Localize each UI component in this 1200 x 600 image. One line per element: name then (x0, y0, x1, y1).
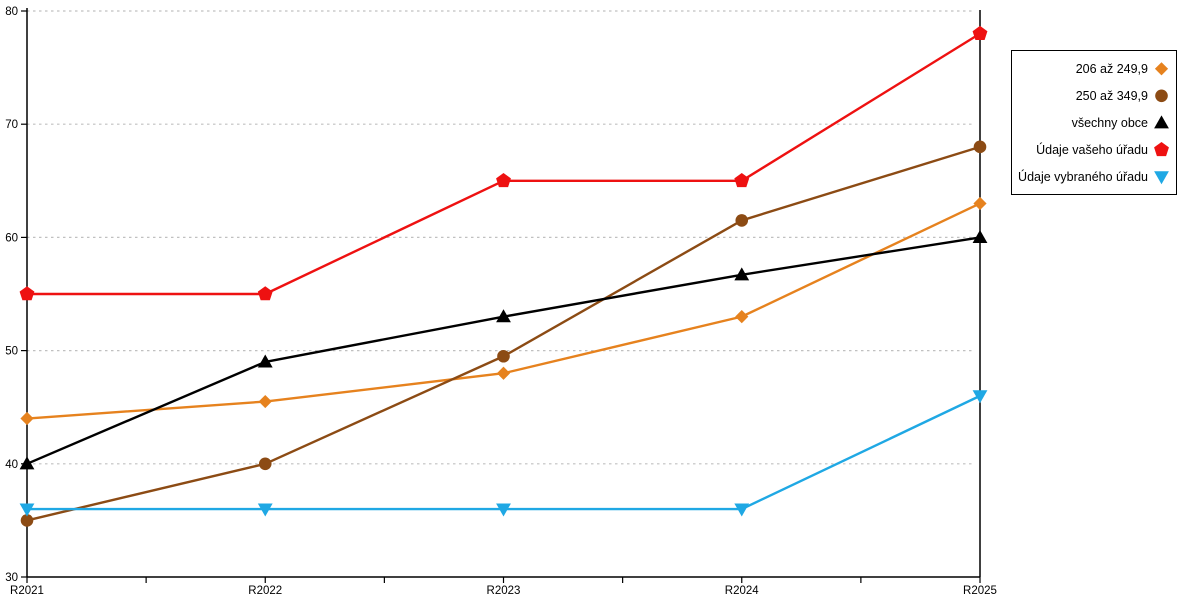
legend-label: všechny obce (1071, 115, 1148, 130)
chart-legend: 206 až 249,9 250 až 349,9 všechny obce Ú… (1011, 50, 1177, 195)
data-point-marker (257, 503, 273, 517)
data-point-marker (496, 173, 511, 188)
data-point-marker (1155, 89, 1168, 103)
data-point-marker (496, 503, 511, 517)
y-tick-label: 60 (5, 232, 18, 244)
data-point-marker (20, 411, 34, 426)
legend-item-udaje-vaseho-uradu: Údaje vašeho úřadu (1018, 141, 1170, 158)
triangle-down-marker-icon (1154, 171, 1169, 185)
legend-item-vsechny-obce: všechny obce (1018, 114, 1170, 131)
data-point-marker (496, 309, 511, 323)
data-point-marker (973, 196, 987, 211)
data-point-marker (497, 349, 510, 363)
legend-label: Údaje vybraného úřadu (1018, 169, 1148, 184)
data-point-marker (735, 214, 749, 227)
data-point-marker (19, 286, 35, 301)
data-point-marker (734, 503, 750, 517)
data-point-marker (19, 503, 35, 517)
circle-marker-icon (1155, 89, 1168, 103)
series-group (19, 230, 988, 470)
data-point-marker (257, 354, 273, 368)
legend-item-206-az-249: 206 až 249,9 (1018, 60, 1170, 77)
data-point-marker (20, 514, 34, 527)
legend-item-250-az-349: 250 až 349,9 (1018, 87, 1170, 104)
legend-label: 250 až 349,9 (1075, 88, 1148, 103)
series-group (19, 25, 988, 301)
axes: 30 40 50 60 70 80 R2021 R2022 R2023 R2024 R2025 (5, 6, 997, 597)
x-tick-label: R2025 (963, 585, 997, 597)
y-tick-label: 50 (5, 346, 18, 358)
data-point-marker (1154, 62, 1169, 76)
data-point-marker (1154, 171, 1169, 185)
x-tick-label: R2023 (487, 585, 521, 597)
series-group (19, 390, 988, 517)
legend-label: Údaje vašeho úřadu (1036, 142, 1148, 157)
data-point-marker (972, 390, 988, 404)
data-point-marker (19, 456, 35, 470)
x-tick-label: R2024 (725, 585, 759, 597)
legend-label: 206 až 249,9 (1075, 61, 1148, 76)
series-line (27, 32, 981, 296)
data-point-marker (1154, 142, 1169, 157)
y-tick-label: 40 (5, 459, 18, 471)
y-tick-label: 30 (5, 572, 18, 584)
triangle-up-marker-icon (1154, 115, 1169, 129)
data-point-marker (734, 173, 750, 188)
data-point-marker (735, 310, 749, 324)
pentagon-marker-icon (1154, 142, 1169, 157)
x-tick-label: R2022 (248, 585, 282, 597)
series-group (20, 140, 987, 527)
series-line (27, 394, 981, 511)
y-tick-label: 70 (5, 119, 18, 131)
data-point-marker (496, 366, 511, 380)
data-point-marker (258, 457, 272, 471)
series-group (20, 196, 987, 426)
y-tick-label: 80 (5, 6, 18, 18)
data-point-marker (973, 140, 987, 154)
diamond-marker-icon (1154, 62, 1169, 76)
data-point-marker (972, 25, 988, 40)
gridlines (27, 10, 975, 465)
x-tick-label: R2021 (10, 585, 44, 597)
data-point-marker (1154, 115, 1169, 129)
data-point-marker (734, 267, 750, 281)
data-point-marker (257, 286, 273, 301)
legend-item-udaje-vybraneho-uradu: Údaje vybraného úřadu (1018, 168, 1170, 185)
data-point-marker (972, 230, 988, 243)
data-point-marker (258, 394, 272, 409)
